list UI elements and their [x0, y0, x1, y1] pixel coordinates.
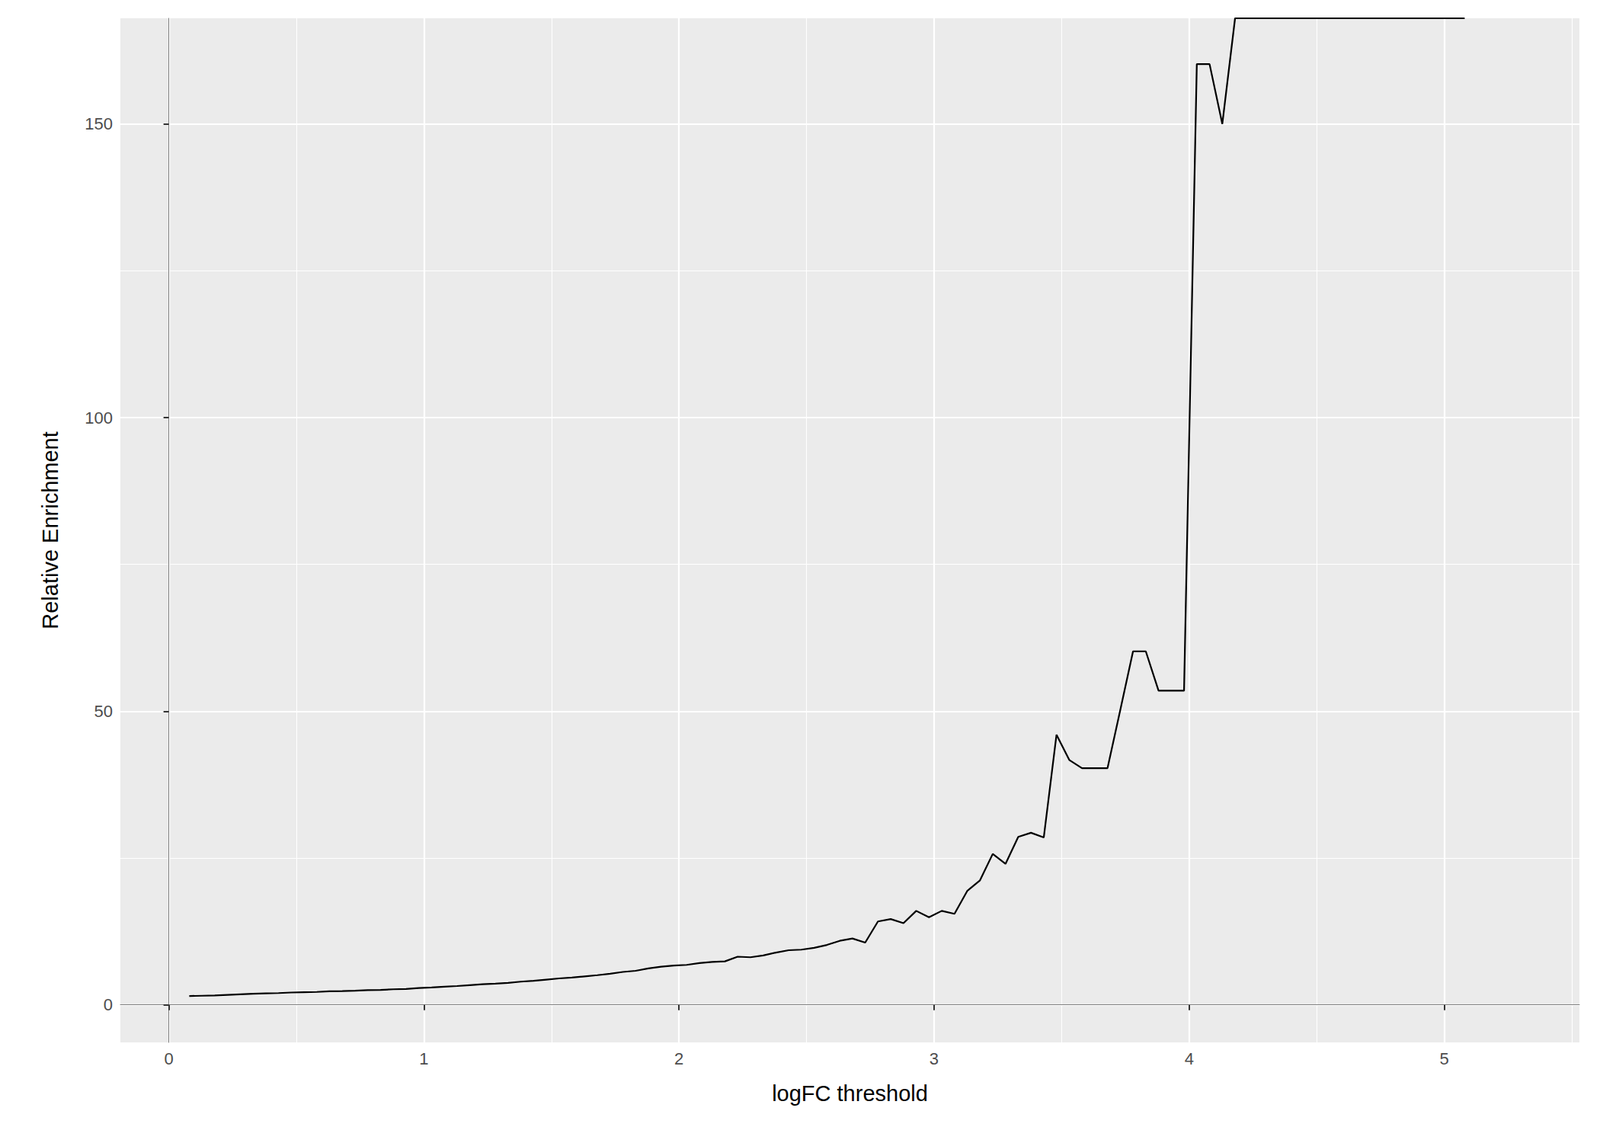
svg-text:3: 3: [929, 1049, 939, 1069]
svg-text:150: 150: [84, 114, 113, 134]
svg-text:100: 100: [84, 408, 113, 428]
svg-text:0: 0: [163, 1049, 173, 1069]
svg-text:logFC threshold: logFC threshold: [771, 1081, 928, 1106]
svg-text:2: 2: [674, 1049, 684, 1069]
svg-text:Relative Enrichment: Relative Enrichment: [38, 431, 63, 630]
svg-text:1: 1: [419, 1049, 429, 1069]
svg-text:5: 5: [1439, 1049, 1449, 1069]
svg-text:0: 0: [103, 995, 113, 1015]
svg-text:4: 4: [1184, 1049, 1194, 1069]
svg-text:50: 50: [94, 701, 113, 721]
